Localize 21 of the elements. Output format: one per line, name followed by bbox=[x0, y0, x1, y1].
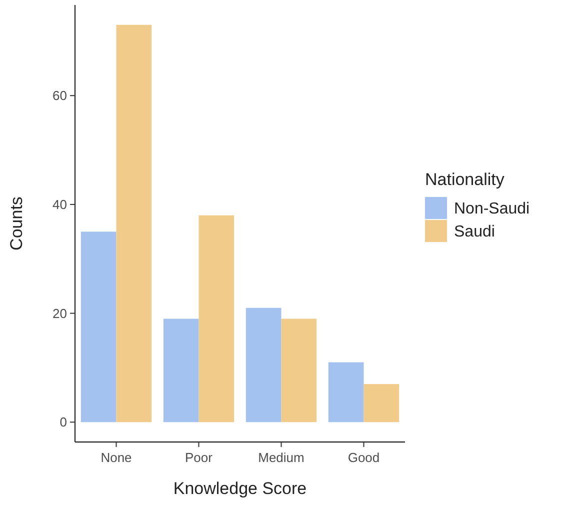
x-tick-label: Good bbox=[348, 450, 380, 465]
bar bbox=[281, 318, 317, 422]
legend-title: Nationality bbox=[425, 170, 505, 189]
y-tick-label: 20 bbox=[52, 306, 67, 321]
bar bbox=[116, 24, 152, 422]
bar bbox=[328, 362, 364, 422]
y-axis-title: Counts bbox=[7, 196, 26, 250]
bar bbox=[198, 215, 234, 422]
legend-label: Saudi bbox=[454, 224, 495, 241]
x-tick-label: Poor bbox=[185, 450, 214, 465]
y-tick-label: 0 bbox=[60, 414, 67, 430]
y-tick-label: 60 bbox=[52, 88, 67, 104]
x-tick-label: None bbox=[100, 450, 132, 465]
x-tick-label: Medium bbox=[258, 450, 304, 465]
bar bbox=[80, 232, 116, 422]
y-tick-label: 40 bbox=[52, 197, 67, 212]
bar bbox=[364, 384, 400, 422]
x-axis-title: Knowledge Score bbox=[173, 479, 307, 498]
bar bbox=[246, 308, 282, 422]
legend-label: Non-Saudi bbox=[454, 200, 530, 218]
bar bbox=[163, 318, 199, 422]
